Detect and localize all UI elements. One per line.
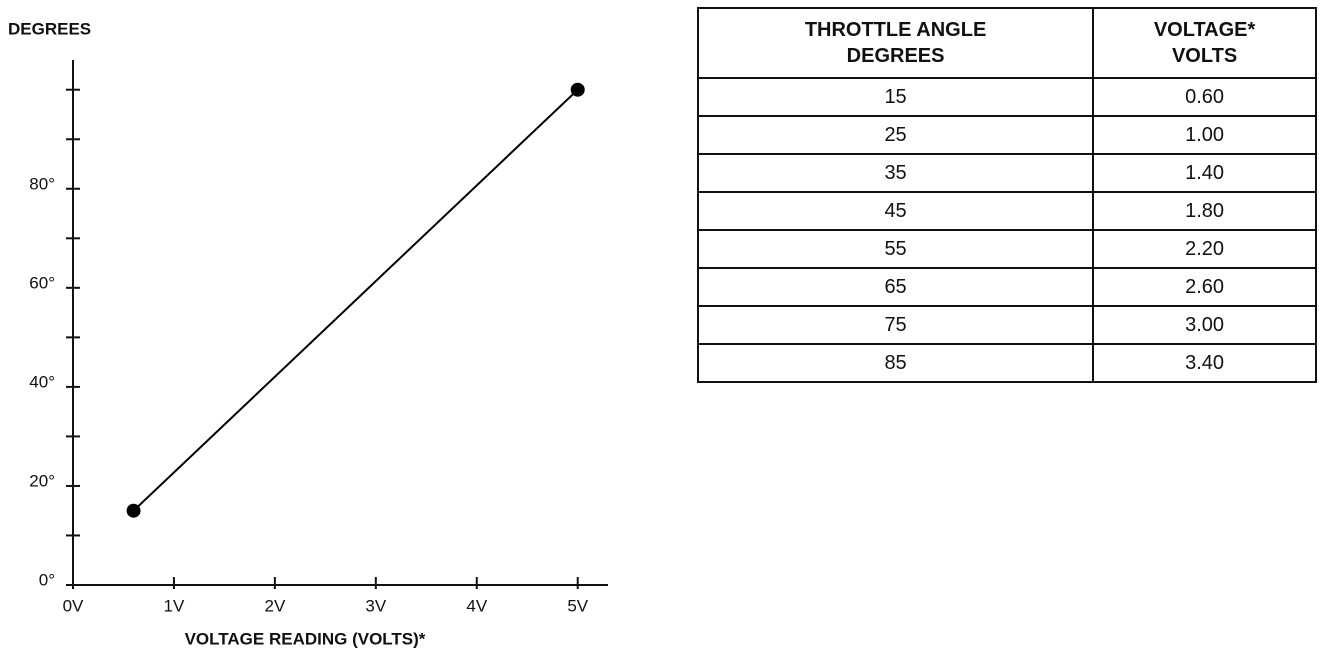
table-cell: 1.40 — [1092, 153, 1317, 193]
x-tick-label: 5V — [567, 596, 588, 615]
table-row: 45 1.80 — [696, 191, 1317, 231]
table-cell: 3.00 — [1092, 305, 1317, 345]
table-cell: 65 — [696, 267, 1095, 307]
x-tick-label: 3V — [365, 596, 386, 615]
data-point — [570, 82, 585, 97]
table-cell: 3.40 — [1092, 343, 1317, 383]
data-line — [132, 88, 579, 512]
y-tick-label: 80° — [29, 174, 55, 193]
header-text: THROTTLE ANGLE — [804, 19, 987, 41]
table-cell: 2.20 — [1092, 229, 1317, 269]
y-axis-label: DEGREES — [8, 19, 91, 38]
header-text: DEGREES — [846, 45, 945, 67]
table-cell: 2.60 — [1092, 267, 1317, 307]
data-table: THROTTLE ANGLE DEGREES VOLTAGE* VOLTS 15 0.6… — [696, 7, 1317, 383]
table-row: 35 1.40 — [696, 153, 1317, 193]
data-point — [126, 503, 141, 518]
header-row: THROTTLE ANGLE DEGREES VOLTAGE* VOLTS — [696, 7, 1317, 79]
header-text: VOLTS — [1171, 45, 1238, 67]
x-tick-label: 0V — [63, 596, 84, 615]
table-cell: 1.80 — [1092, 191, 1317, 231]
table-row: 25 1.00 — [696, 115, 1317, 155]
table-cell: 15 — [696, 77, 1095, 117]
x-tick-label: 4V — [466, 596, 487, 615]
table-cell: 45 — [696, 191, 1095, 231]
table-body: 15 0.60 25 1.00 35 1.40 45 1.80 55 2.20 65 2.60 75 3.… — [696, 77, 1317, 383]
y-tick-label: 0° — [39, 570, 55, 589]
table-cell: 85 — [696, 343, 1095, 383]
table-row: 65 2.60 — [696, 267, 1317, 307]
header-cell: THROTTLE ANGLE DEGREES — [696, 7, 1095, 79]
y-tick-label: 60° — [29, 273, 55, 292]
table-cell: 75 — [696, 305, 1095, 345]
x-axis-label: VOLTAGE READING (VOLTS)* — [185, 629, 426, 648]
table-row: 15 0.60 — [696, 77, 1317, 117]
table-cell: 0.60 — [1092, 77, 1317, 117]
table-cell: 35 — [696, 153, 1095, 193]
table-cell: 55 — [696, 229, 1095, 269]
table-cell: 1.00 — [1092, 115, 1317, 155]
chart: DEGREES VOLTAGE READING (VOLTS)* 0° 20° 40… — [8, 19, 608, 648]
y-tick-label: 40° — [29, 372, 55, 391]
table-row: 85 3.40 — [696, 343, 1317, 383]
table-cell: 25 — [696, 115, 1095, 155]
header-cell: VOLTAGE* VOLTS — [1092, 7, 1317, 79]
x-tick-label: 2V — [264, 596, 285, 615]
x-tick-label: 1V — [164, 596, 185, 615]
table-row: 75 3.00 — [696, 305, 1317, 345]
table-row: 55 2.20 — [696, 229, 1317, 269]
header-text: VOLTAGE* — [1153, 19, 1256, 41]
y-tick-label: 20° — [29, 471, 55, 490]
